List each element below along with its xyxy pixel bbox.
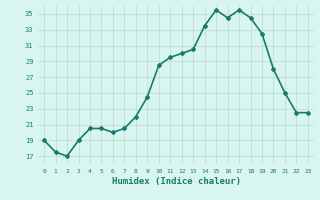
X-axis label: Humidex (Indice chaleur): Humidex (Indice chaleur) [111, 177, 241, 186]
